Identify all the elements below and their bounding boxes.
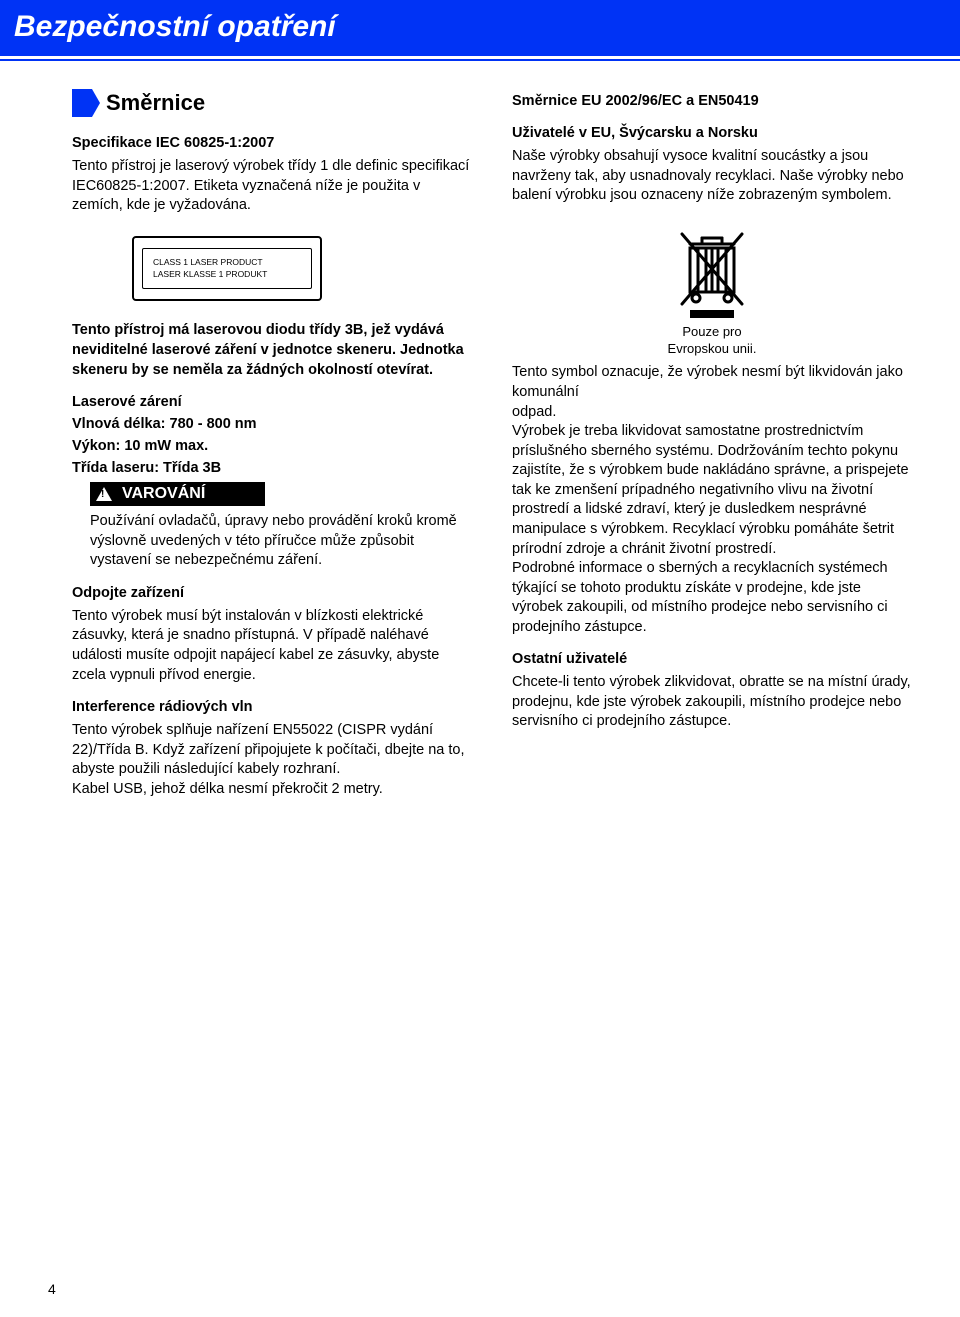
warning-text: Používání ovladačů, úpravy nebo prováděn… [90, 512, 472, 571]
other-users-head: Ostatní uživatelé [512, 651, 912, 667]
diode-paragraph: Tento přístroj má laserovou diodu třídy … [72, 321, 472, 380]
disconnect-head: Odpojte zařízení [72, 585, 472, 601]
interference-head: Interference rádiových vln [72, 699, 472, 715]
eu-users-head: Uživatelé v EU, Švýcarsku a Norsku [512, 125, 912, 141]
warning-bar: VAROVÁNÍ [90, 482, 265, 506]
section-label-row: Směrnice [72, 89, 472, 117]
laser-radiation-head: Laserové zárení [72, 394, 472, 410]
blue-tab-icon [72, 89, 92, 117]
other-users-para: Chcete-li tento výrobek zlikvidovat, obr… [512, 673, 912, 732]
laser-label-inner: CLASS 1 LASER PRODUCT LASER KLASSE 1 PRO… [142, 248, 312, 290]
eu-para3: Výrobek je treba likvidovat samostatne p… [512, 422, 912, 559]
disconnect-para: Tento výrobek musí být instalován v blíz… [72, 607, 472, 685]
weee-caption-line1: Pouze pro [682, 324, 741, 339]
right-column: Směrnice EU 2002/96/EC a EN50419 Uživate… [512, 89, 912, 813]
section-heading: Směrnice [106, 90, 205, 116]
spec-heading: Specifikace IEC 60825-1:2007 [72, 135, 472, 151]
warning-label: VAROVÁNÍ [122, 485, 205, 503]
eu-para2: Tento symbol oznacuje, že výrobek nesmí … [512, 363, 912, 402]
eu-directive-head: Směrnice EU 2002/96/EC a EN50419 [512, 93, 912, 109]
laser-box-line2: LASER KLASSE 1 PRODUKT [153, 269, 301, 281]
weee-caption-line2: Evropskou unii. [668, 341, 757, 356]
left-column: Směrnice Specifikace IEC 60825-1:2007 Te… [72, 89, 472, 813]
page-header: Bezpečnostní opatření [0, 0, 960, 59]
weee-caption: Pouze pro Evropskou unii. [512, 324, 912, 358]
laser-class-line: Třída laseru: Třída 3B [72, 460, 472, 476]
eu-para2b: odpad. [512, 403, 912, 423]
interference-para: Tento výrobek splňuje nařízení EN55022 (… [72, 721, 472, 780]
laser-box-line1: CLASS 1 LASER PRODUCT [153, 257, 301, 269]
eu-para1: Naše výrobky obsahují vysoce kvalitní so… [512, 147, 912, 206]
page-title: Bezpečnostní opatření [14, 10, 336, 43]
page-number: 4 [48, 1281, 56, 1297]
spec-paragraph: Tento přístroj je laserový výrobek třídy… [72, 157, 472, 216]
weee-bin-icon [672, 220, 752, 320]
usb-line: Kabel USB, jehož délka nesmí překročit 2… [72, 780, 472, 800]
power-line: Výkon: 10 mW max. [72, 438, 472, 454]
wavelength-line: Vlnová délka: 780 - 800 nm [72, 416, 472, 432]
eu-para4: Podrobné informace o sberných a recyklac… [512, 559, 912, 637]
warning-triangle-icon [96, 487, 112, 501]
laser-label-box: CLASS 1 LASER PRODUCT LASER KLASSE 1 PRO… [132, 236, 322, 302]
content-area: Směrnice Specifikace IEC 60825-1:2007 Te… [0, 61, 960, 813]
